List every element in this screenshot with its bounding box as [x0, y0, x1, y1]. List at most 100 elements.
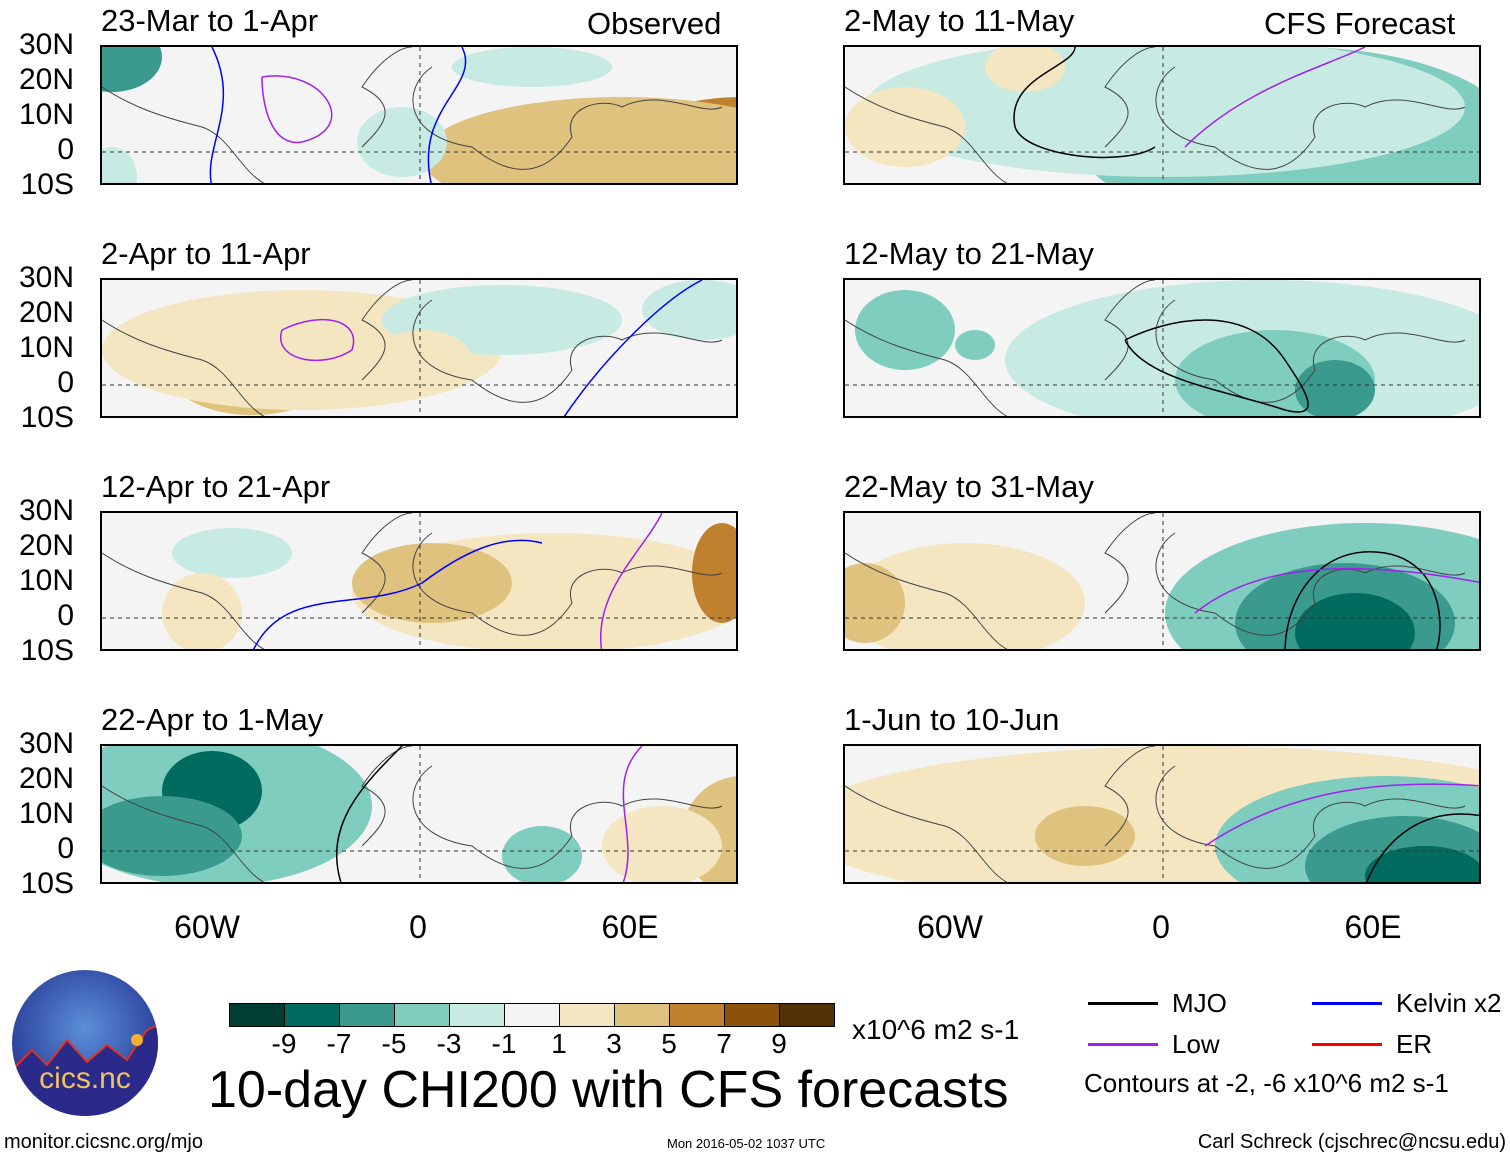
lat-tick-label: 30N [18, 494, 74, 527]
anomaly-region [955, 330, 995, 360]
anomaly-region [452, 47, 612, 87]
anomaly-region [845, 87, 965, 167]
lat-tick-label: 10S [20, 867, 74, 900]
colorbar-label: 9 [771, 1028, 787, 1059]
anomaly-region [172, 528, 292, 578]
anomaly-region [602, 806, 722, 882]
legend-label: Kelvin x2 [1396, 988, 1502, 1018]
colorbar-label: 1 [551, 1028, 567, 1059]
colorbar-units: x10^6 m2 s-1 [852, 1014, 1020, 1045]
colorbar-label: -9 [271, 1028, 297, 1059]
coastline [102, 280, 723, 416]
lat-tick-label: 10S [20, 634, 74, 667]
lat-tick-label: 10S [20, 401, 74, 434]
panel-title: 12-May to 21-May [844, 236, 1094, 271]
colorbar-swatch [229, 1003, 285, 1027]
panel-title: 2-May to 11-May [844, 3, 1075, 38]
map-panel-forecast-4 [843, 744, 1481, 884]
lat-tick-label: 10N [18, 331, 74, 364]
legend-label: ER [1396, 1029, 1433, 1059]
panel-title: 1-Jun to 10-Jun [844, 702, 1060, 737]
lat-tick-label: 20N [18, 296, 74, 329]
lon-tick-label: 0 [1152, 909, 1170, 945]
lat-tick-label: 30N [18, 727, 74, 760]
observed-label: Observed [587, 6, 722, 41]
lat-tick-label: 0 [57, 133, 74, 166]
contour-line [1184, 47, 1366, 148]
contour-line [336, 746, 403, 882]
panel-title: 22-Apr to 1-May [101, 702, 324, 737]
map-panel-forecast-2 [843, 278, 1481, 418]
cics-logo: cics.nc [12, 970, 158, 1116]
colorbar-swatch [724, 1003, 780, 1027]
colorbar-label: -1 [491, 1028, 517, 1059]
anomaly-region [352, 543, 512, 623]
contour-line [1124, 319, 1309, 413]
contour-line [209, 47, 225, 183]
panel-title: 12-Apr to 21-Apr [101, 469, 331, 504]
colorbar-swatch [284, 1003, 340, 1027]
legend-line [1088, 1002, 1158, 1005]
lat-tick-label: 0 [57, 832, 74, 865]
lon-tick-label: 0 [409, 909, 427, 945]
panel-title: 2-Apr to 11-Apr [101, 236, 311, 271]
colorbar-swatch [504, 1003, 560, 1027]
colorbar-swatch [779, 1003, 835, 1027]
panel-title: 23-Mar to 1-Apr [101, 3, 319, 38]
legend-label: MJO [1172, 988, 1227, 1018]
footer-url[interactable]: monitor.cicsnc.org/mjo [4, 1131, 203, 1153]
anomaly-region [422, 97, 736, 183]
contour-line [1204, 783, 1479, 847]
contour-line [563, 280, 703, 416]
lat-tick-label: 0 [57, 366, 74, 399]
colorbar-swatch [394, 1003, 450, 1027]
coastline [845, 746, 1466, 882]
anomaly-region [102, 796, 242, 876]
legend-label: Low [1172, 1029, 1220, 1059]
colorbar-swatch [449, 1003, 505, 1027]
colorbar-label: -3 [436, 1028, 462, 1059]
contour-line [1365, 813, 1479, 882]
anomaly-region [102, 147, 137, 183]
lat-tick-label: 0 [57, 599, 74, 632]
contour-line [253, 539, 543, 649]
logo-text: cics.nc [39, 1062, 131, 1095]
lat-tick-label: 10N [18, 797, 74, 830]
anomaly-region [1295, 593, 1415, 649]
colorbar-swatch [339, 1003, 395, 1027]
contour-line [1194, 567, 1479, 614]
anomaly-region [1035, 806, 1135, 866]
anomaly-region [372, 330, 472, 390]
map-panel-observed-3 [100, 511, 738, 651]
colorbar-swatch [669, 1003, 725, 1027]
anomaly-region [985, 47, 1065, 92]
colorbar-label: 5 [661, 1028, 677, 1059]
lon-tick-label: 60W [917, 909, 983, 945]
contour-line [599, 513, 663, 649]
contour-line [622, 746, 643, 882]
coastline [845, 47, 1466, 183]
anomaly-region [845, 543, 1085, 649]
colorbar-swatch [559, 1003, 615, 1027]
anomaly-region [845, 563, 905, 643]
lat-tick-label: 20N [18, 762, 74, 795]
map-panel-observed-1 [100, 45, 738, 185]
map-panel-forecast-3 [843, 511, 1481, 651]
legend-line [1088, 1043, 1158, 1046]
lon-tick-label: 60W [174, 909, 240, 945]
map-panel-observed-4 [100, 744, 738, 884]
lat-tick-label: 30N [18, 261, 74, 294]
coastline [845, 280, 1466, 416]
legend-line [1312, 1002, 1382, 1005]
anomaly-region [162, 573, 242, 649]
panel-title: 22-May to 31-May [844, 469, 1094, 504]
map-panel-observed-2 [100, 278, 738, 418]
contour-line [1284, 551, 1441, 649]
legend-line [1312, 1043, 1382, 1046]
lat-tick-label: 30N [18, 28, 74, 61]
colorbar-label: -7 [326, 1028, 352, 1059]
anomaly-region [1365, 846, 1479, 882]
anomaly-region [855, 290, 955, 370]
colorbar-label: -5 [381, 1028, 407, 1059]
